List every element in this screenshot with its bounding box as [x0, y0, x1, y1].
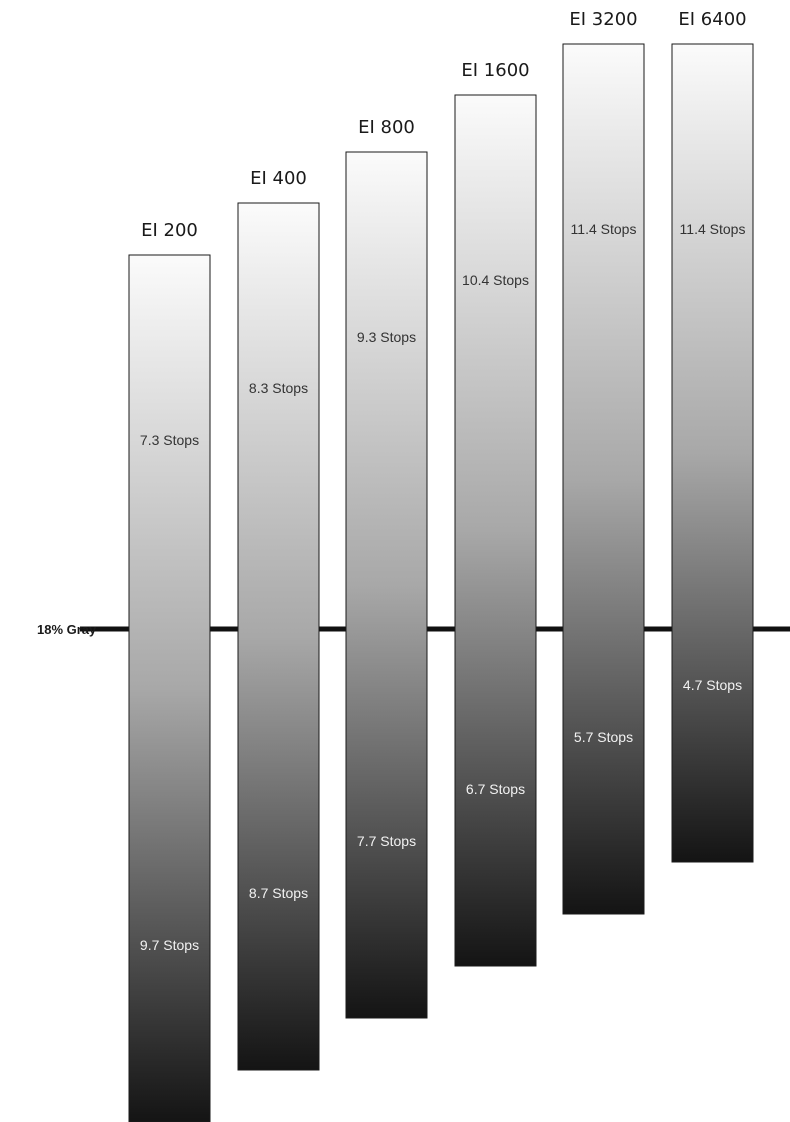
lower-stops-label: 7.7 Stops	[357, 833, 416, 849]
lower-stops-label: 4.7 Stops	[683, 677, 742, 693]
category-label: EI 200	[141, 220, 198, 241]
category-label: EI 400	[250, 168, 307, 189]
bars-group: EI 200 7.3 Stops 9.7 Stops EI 400 8.3 Stops 8…	[128, 9, 754, 1122]
bar-ei-1600	[454, 94, 537, 967]
upper-stops-label: 11.4 Stops	[680, 221, 746, 237]
lower-stops-label: 5.7 Stops	[574, 729, 633, 745]
lower-stops-label: 6.7 Stops	[466, 781, 525, 797]
category-label: EI 800	[358, 117, 415, 138]
gray-reference-label: 18% Gray	[37, 622, 97, 637]
bar-ei-800	[345, 151, 428, 1019]
upper-stops-label: 8.3 Stops	[249, 380, 308, 396]
upper-stops-label: 7.3 Stops	[140, 432, 199, 448]
bar-ei-6400	[671, 43, 754, 863]
lower-stops-label: 8.7 Stops	[249, 885, 308, 901]
category-label: EI 1600	[461, 60, 529, 81]
bar-ei-3200	[562, 43, 645, 915]
upper-stops-label: 10.4 Stops	[462, 272, 529, 288]
category-label: EI 6400	[678, 9, 746, 30]
bar-ei-400	[237, 202, 320, 1071]
upper-stops-label: 9.3 Stops	[357, 329, 416, 345]
bar-ei-200	[128, 254, 211, 1122]
upper-stops-label: 11.4 Stops	[571, 221, 637, 237]
category-label: EI 3200	[569, 9, 637, 30]
lower-stops-label: 9.7 Stops	[140, 937, 199, 953]
